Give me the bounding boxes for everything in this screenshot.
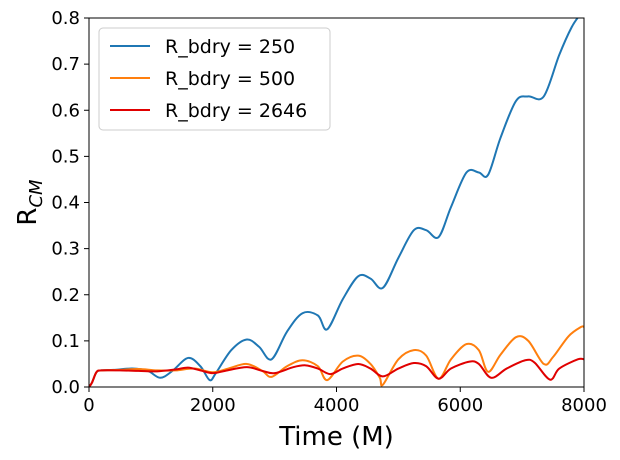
series-layer <box>89 18 584 387</box>
y-tick-label: 0.5 <box>51 146 80 167</box>
x-tick-label: 8000 <box>561 395 607 416</box>
legend-label-1: R_bdry = 250 <box>165 36 295 58</box>
legend: R_bdry = 250 R_bdry = 500 R_bdry = 2646 <box>98 27 331 131</box>
x-tick-label: 6000 <box>437 395 483 416</box>
legend-label-2: R_bdry = 500 <box>165 68 295 90</box>
x-axis: 0 2000 4000 6000 8000 <box>83 387 607 416</box>
x-axis-label: Time (M) <box>278 422 394 452</box>
x-tick-label: 0 <box>83 395 94 416</box>
y-axis-label-sub: CM <box>26 179 47 208</box>
series-line-1 <box>89 18 579 387</box>
y-axis: 0.0 0.1 0.2 0.3 0.4 0.5 0.6 0.7 0.8 <box>51 8 89 398</box>
x-tick-label: 2000 <box>190 395 236 416</box>
y-tick-label: 0.0 <box>51 377 80 398</box>
x-tick-label: 4000 <box>314 395 360 416</box>
y-tick-label: 0.4 <box>51 193 80 214</box>
y-tick-label: 0.2 <box>51 285 80 306</box>
y-tick-label: 0.1 <box>51 331 80 352</box>
legend-box <box>98 27 331 131</box>
y-tick-label: 0.3 <box>51 239 80 260</box>
y-axis-label-main: R <box>13 208 43 226</box>
y-axis-label: RCM <box>13 179 47 226</box>
y-tick-label: 0.8 <box>51 8 80 29</box>
series-line-3 <box>89 357 584 387</box>
y-tick-label: 0.6 <box>51 100 80 121</box>
y-tick-label: 0.7 <box>51 54 80 75</box>
legend-label-3: R_bdry = 2646 <box>165 100 307 122</box>
